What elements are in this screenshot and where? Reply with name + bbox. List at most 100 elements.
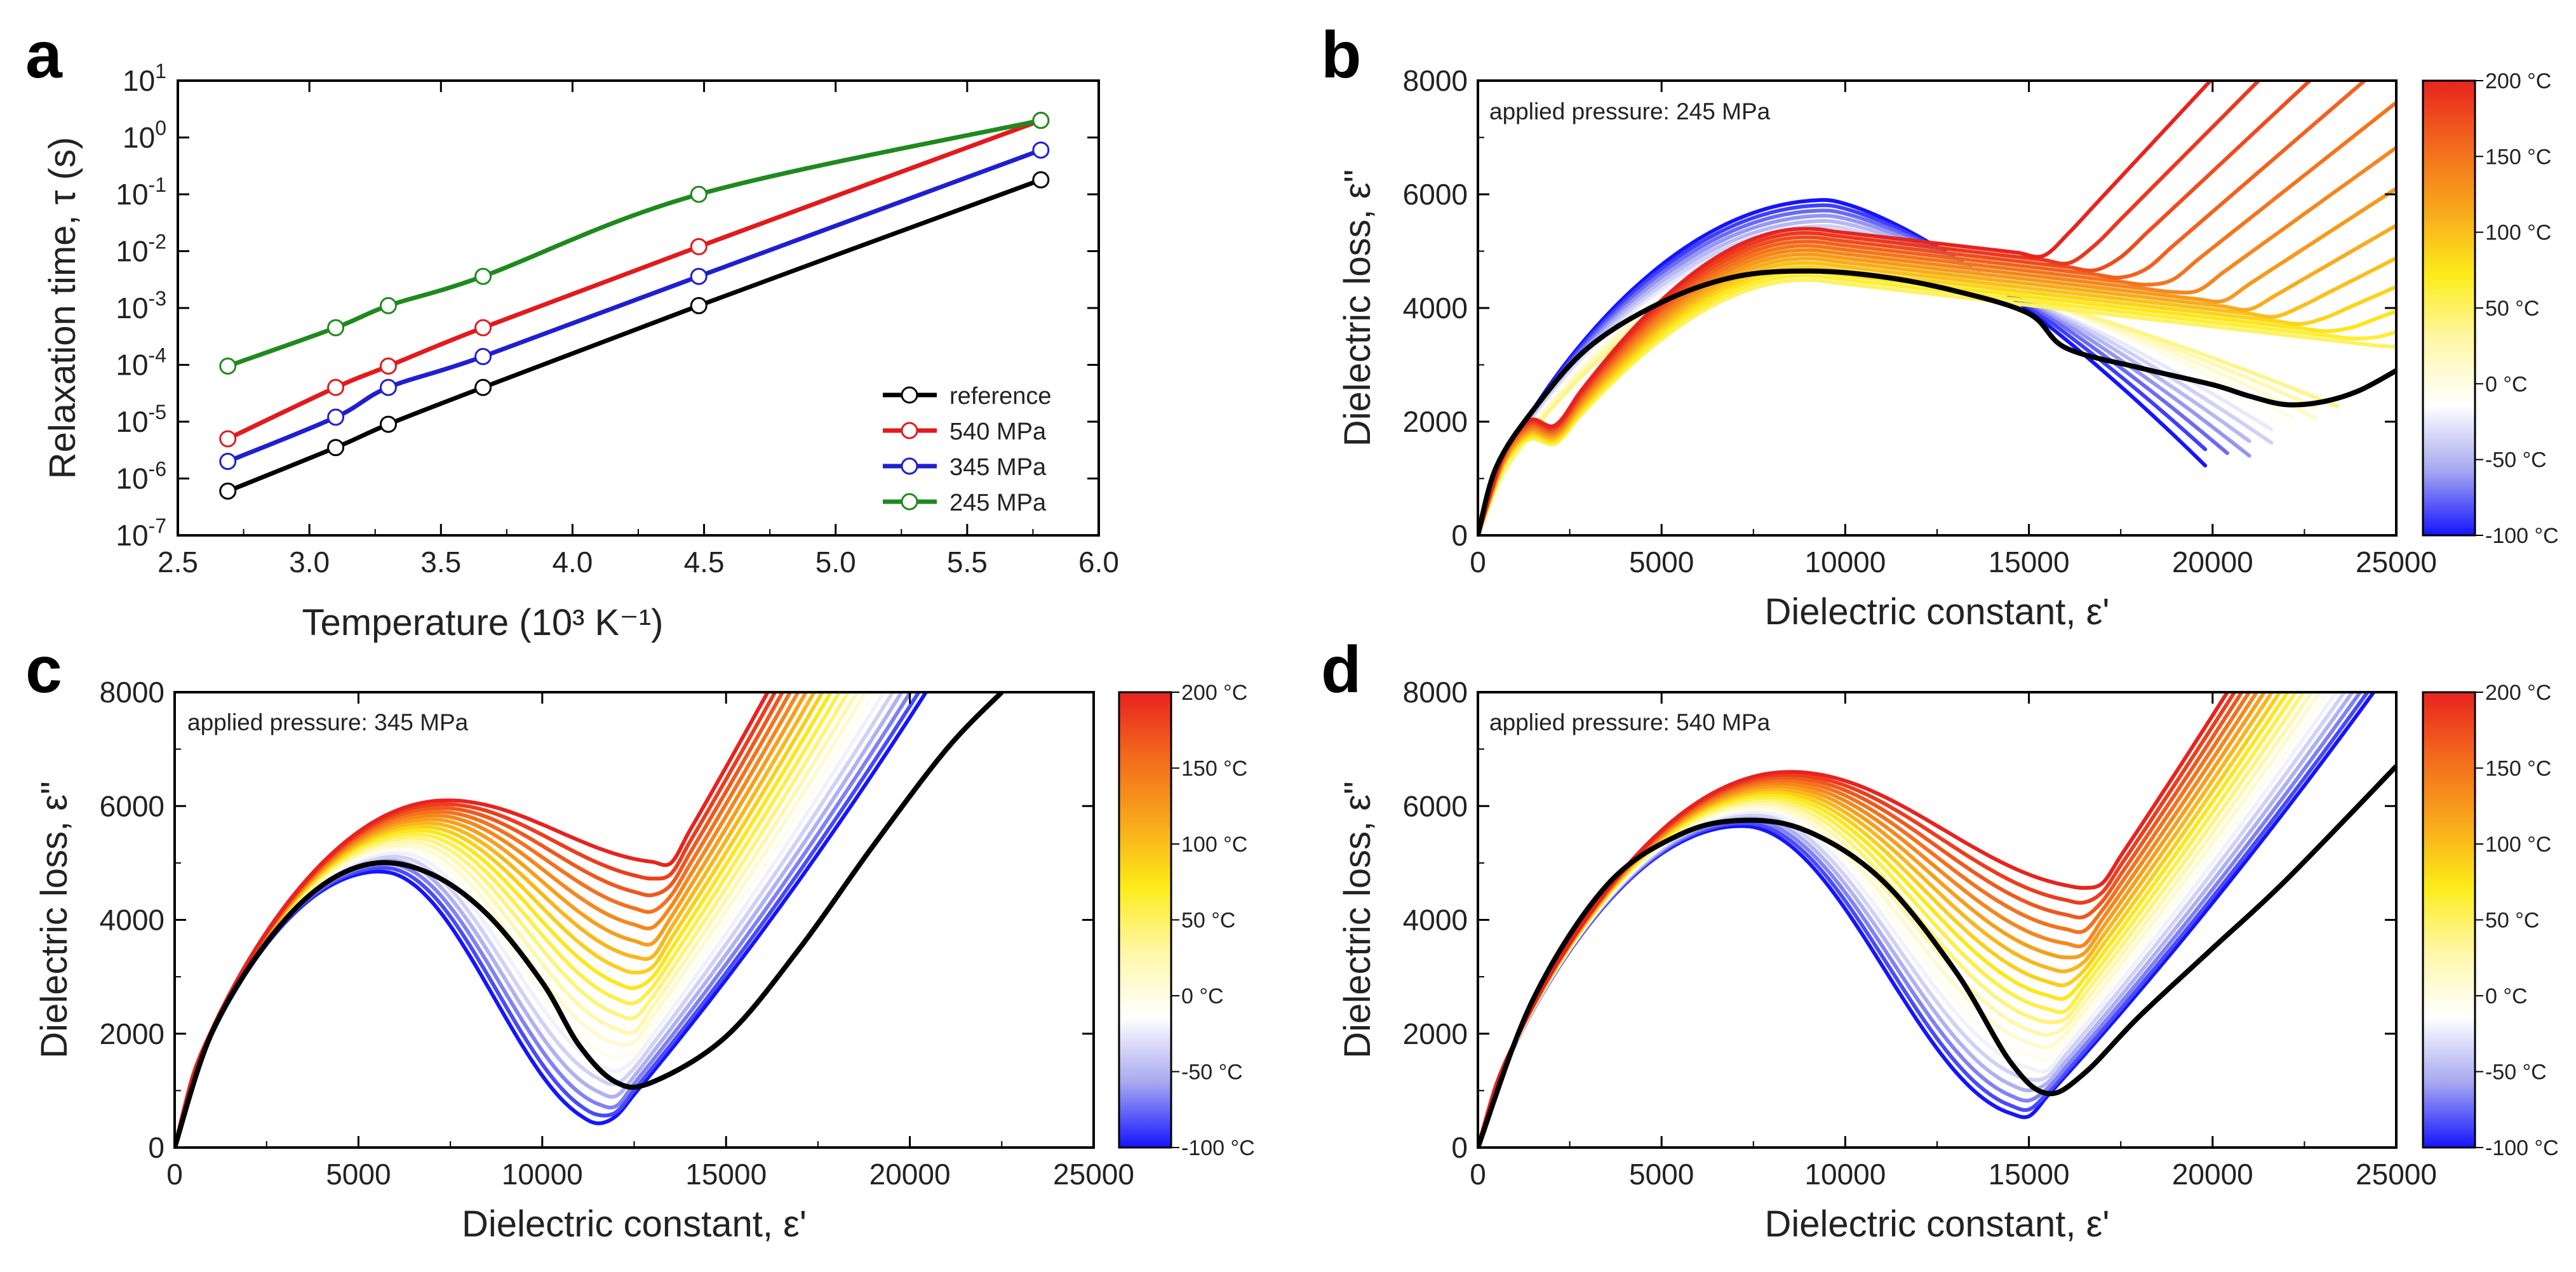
panel-d-annotation: applied pressure: 540 MPa [1489, 709, 1771, 735]
panel-b-colorbar-label: 150 °C [2485, 145, 2551, 169]
data-point [379, 378, 397, 396]
panel-d-colorbar-label: -100 °C [2485, 1136, 2559, 1160]
panel-d-colorbar-label: 200 °C [2485, 681, 2551, 705]
x-axis-label: Dielectric constant, ε' [1764, 1203, 2109, 1245]
y-tick-label: 100 [123, 117, 166, 154]
data-point [219, 357, 237, 375]
data-point [690, 238, 708, 255]
x-tick-label: 15000 [1989, 1158, 2070, 1191]
x-tick-label: 0 [166, 1158, 183, 1191]
x-tick-label: 5000 [326, 1158, 391, 1191]
legend-swatch-marker [901, 493, 918, 511]
y-tick-label: 6000 [1403, 178, 1468, 211]
temperature-curve [1478, 213, 2251, 535]
y-tick-label-base: 10 [116, 349, 148, 382]
panel-d-colorbar-label: 100 °C [2485, 833, 2551, 857]
temperature-curve [1478, 208, 2229, 535]
x-tick-label: 20000 [2172, 1158, 2253, 1191]
y-tick-label-exponent: -2 [149, 231, 166, 253]
data-point [379, 357, 397, 375]
data-point [690, 297, 708, 314]
panel-letter-a: a [25, 18, 63, 92]
reference-curve [1478, 764, 2396, 1148]
data-point [327, 319, 345, 337]
panel-b: b 0 5000 10000 15000 20000 25000 0 2000 4000 6000… [1321, 18, 2559, 633]
panel-c-colorbar: 200 °C 150 °C 100 °C 50 °C 0 °C -50 °C -100 °C [1118, 681, 1255, 1160]
temperature-curve [1478, 278, 2396, 535]
y-axis-label: Relaxation time, τ (s) [42, 137, 83, 479]
c-plot-curves [175, 692, 1004, 1148]
panel-b-annotation: applied pressure: 245 MPa [1489, 98, 1771, 124]
y-tick-label: 10-6 [116, 458, 166, 495]
y-tick-label: 2000 [1403, 1017, 1468, 1050]
temperature-curve [175, 692, 850, 1148]
panel-b-colorbar: 200 °C 150 °C 100 °C 50 °C 0 °C -50 °C -100 °C [2422, 69, 2559, 548]
data-point [474, 347, 492, 365]
y-tick-label: 4000 [1403, 291, 1468, 325]
panel-b-colorbar-label: 100 °C [2485, 221, 2551, 245]
panel-c-colorbar-label: 200 °C [1181, 681, 1247, 705]
data-point [327, 439, 345, 457]
x-tick-label: 2.5 [158, 546, 198, 579]
panel-a-legend: reference 540 MPa 345 MPa 245 MPa [883, 383, 1052, 516]
x-tick-label: 5000 [1629, 546, 1694, 579]
y-tick-label: 8000 [100, 676, 164, 709]
panel-a: a 2.5 3.0 3.5 4.0 4.5 5.0 5.5 6.010110010-110-2… [25, 18, 1119, 643]
data-point [379, 415, 397, 433]
y-tick-label-exponent: -5 [149, 401, 166, 424]
temperature-curve [1478, 256, 2396, 535]
y-tick-label: 10-5 [116, 401, 166, 438]
temperature-curve [1478, 250, 2318, 535]
panel-c-plot-area: 0 5000 10000 15000 20000 25000 0 2000 4000 6000 80… [34, 676, 1134, 1245]
panel-letter-c: c [25, 633, 62, 707]
x-tick-label: 20000 [869, 1158, 951, 1191]
x-tick-label: 20000 [2172, 546, 2253, 579]
y-tick-label-exponent: -7 [149, 514, 166, 537]
legend-label: 245 MPa [949, 490, 1047, 516]
y-tick-label: 0 [1451, 1131, 1468, 1164]
y-tick-label: 8000 [1403, 64, 1468, 97]
b-plot-curves [1478, 81, 2396, 535]
temperature-curve [175, 692, 801, 1148]
panel-b-plot-area: 0 5000 10000 15000 20000 25000 0 2000 4000 6000 80… [1337, 64, 2437, 633]
y-tick-label: 10-3 [116, 287, 166, 325]
data-point [1032, 171, 1050, 189]
x-tick-label: 6.0 [1078, 546, 1119, 579]
panel-d-colorbar: 200 °C 150 °C 100 °C 50 °C 0 °C -50 °C -100 °C [2422, 681, 2559, 1160]
data-point [219, 430, 237, 448]
data-point [219, 482, 237, 500]
panel-b-colorbar-label: -50 °C [2485, 448, 2547, 472]
y-tick-label-base: 10 [116, 519, 148, 552]
legend-label: reference [949, 383, 1052, 410]
y-tick-label: 10-4 [116, 344, 166, 382]
x-tick-label: 5000 [1629, 1158, 1694, 1191]
y-tick-label-exponent: 1 [155, 60, 166, 83]
y-tick-label-exponent: 0 [155, 117, 166, 140]
d-plot-curves [1478, 692, 2396, 1148]
panel-c-colorbar-label: -100 °C [1181, 1136, 1255, 1160]
panel-d-colorbar-label: 150 °C [2485, 757, 2551, 781]
x-axis-label: Dielectric constant, ε' [1764, 591, 2109, 633]
panel-b-colorbar-label: 200 °C [2485, 69, 2551, 93]
y-tick-label-exponent: -3 [149, 287, 166, 310]
y-tick-label: 10-7 [116, 514, 166, 552]
y-tick-label-base: 10 [116, 291, 148, 325]
x-tick-label: 5.5 [947, 546, 988, 579]
legend-swatch-marker [901, 422, 918, 439]
series-line-reference [227, 177, 1042, 493]
temperature-curve [175, 692, 770, 1148]
panel-d: d 0 5000 10000 15000 20000 25000 0 2000 4000 6000… [1321, 633, 2559, 1245]
data-point [690, 267, 708, 285]
data-point [327, 378, 345, 396]
panel-c-colorbar-label: 150 °C [1181, 757, 1247, 781]
y-tick-label: 0 [1451, 519, 1468, 552]
y-tick-label: 4000 [1403, 904, 1468, 937]
x-tick-label: 15000 [685, 1158, 767, 1191]
temperature-curve [1478, 692, 2274, 1148]
panel-d-colorbar-label: 0 °C [2485, 984, 2528, 1008]
data-point [474, 378, 492, 396]
y-tick-label: 8000 [1403, 676, 1468, 709]
data-point [1032, 112, 1050, 130]
x-tick-label: 10000 [502, 1158, 583, 1191]
y-axis-label: Dielectric loss, ε" [1337, 170, 1378, 446]
